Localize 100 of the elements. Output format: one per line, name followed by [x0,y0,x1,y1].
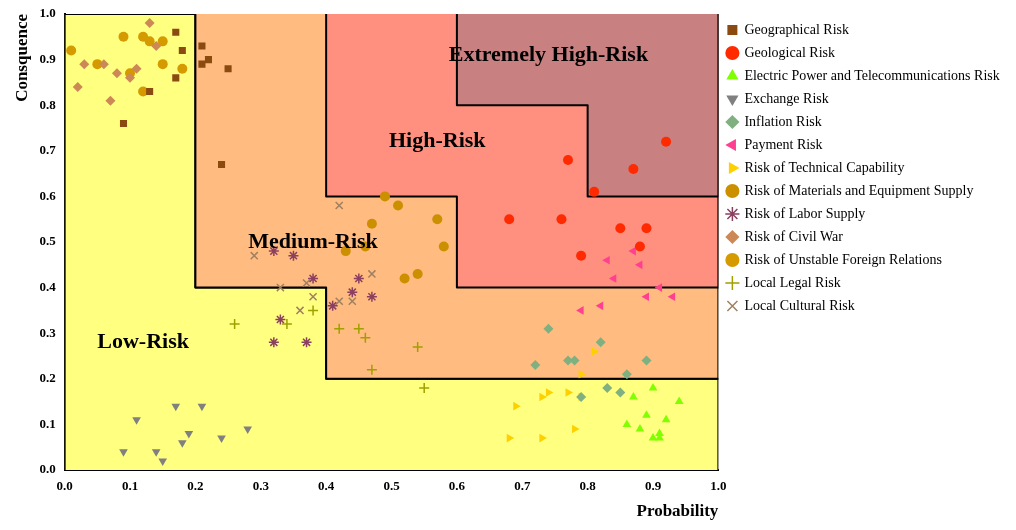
point [98,59,109,70]
point [576,250,587,261]
point [367,269,377,279]
point [629,392,638,400]
point [572,424,580,434]
point [228,318,241,330]
point [172,28,180,36]
point [218,160,226,169]
legend-label: Geological Risk [744,44,835,60]
point [506,433,515,443]
point [131,63,142,74]
point [274,313,287,326]
point [615,387,626,398]
y-tick-label: 0.0 [39,461,56,477]
legend-label: Electric Power and Telecommunications Risk [744,67,1000,83]
point [105,95,116,106]
point [295,306,305,315]
legend-label: Risk of Materials and Equipment Supply [744,182,974,198]
point [641,223,652,234]
point [661,136,672,147]
point [608,274,617,283]
point [308,292,318,302]
point [172,74,180,82]
y-tick-label: 0.8 [39,96,57,112]
y-tick-label: 0.3 [39,324,57,340]
point [634,260,643,270]
point [615,223,626,234]
point [184,431,194,439]
point [111,68,122,79]
point [125,72,136,83]
y-tick-label: 0.7 [39,142,57,158]
point [353,322,365,335]
point [119,119,128,127]
x-tick-label: 1.0 [710,478,727,494]
point [576,306,584,315]
annotation: Low-Risk [97,328,190,354]
legend-label: Risk of Technical Capability [744,159,905,175]
point [268,336,280,349]
y-tick-label: 1.0 [39,5,56,21]
x-tick-label: 0.1 [121,478,139,494]
point [79,59,90,70]
point [287,249,300,262]
point [118,31,129,42]
point [144,18,155,29]
legend-label: Local Cultural Risk [744,297,855,313]
point [628,164,639,175]
point [411,341,424,353]
point [545,388,554,397]
legend-label: Exchange Risk [744,90,829,106]
point [634,241,645,252]
point [591,347,600,356]
point [578,369,587,379]
point [204,56,213,64]
point [151,449,161,457]
x-tick-label: 0.6 [448,478,466,494]
point [157,59,168,70]
point [146,87,154,96]
point [621,369,632,380]
annotation: Medium-Risk [248,227,379,253]
point [300,336,313,349]
x-tick-label: 0.4 [318,478,335,494]
point [217,435,226,444]
x-tick-label: 0.0 [56,478,73,494]
point [602,382,613,393]
point [307,272,319,285]
point [144,36,155,47]
point [432,214,443,225]
point [563,154,574,165]
point [379,191,390,202]
point [399,273,410,284]
point [667,292,676,302]
point [654,283,663,292]
point [276,283,285,292]
point [641,355,652,366]
point [178,46,186,55]
x-axis-title: Probability [636,501,719,521]
point [366,218,377,229]
point [307,304,319,317]
point [224,65,232,73]
legend-label: Risk of Civil War [744,228,844,244]
point [348,296,357,306]
point [539,433,547,443]
legend-label: Local Legal Risk [744,274,841,290]
point [198,60,206,68]
point [674,396,684,405]
point [628,246,636,256]
point [151,40,162,51]
point [171,403,181,412]
y-tick-label: 0.9 [39,50,57,66]
point [359,332,372,344]
point [661,414,671,423]
point [418,382,430,394]
y-tick-label: 0.6 [39,187,57,203]
legend-label: Inflation Risk [744,113,822,129]
point [556,214,567,225]
point [177,63,188,74]
point [393,200,404,211]
point [648,433,658,441]
legend-label: Geographical Risk [744,21,849,37]
point [326,300,339,312]
